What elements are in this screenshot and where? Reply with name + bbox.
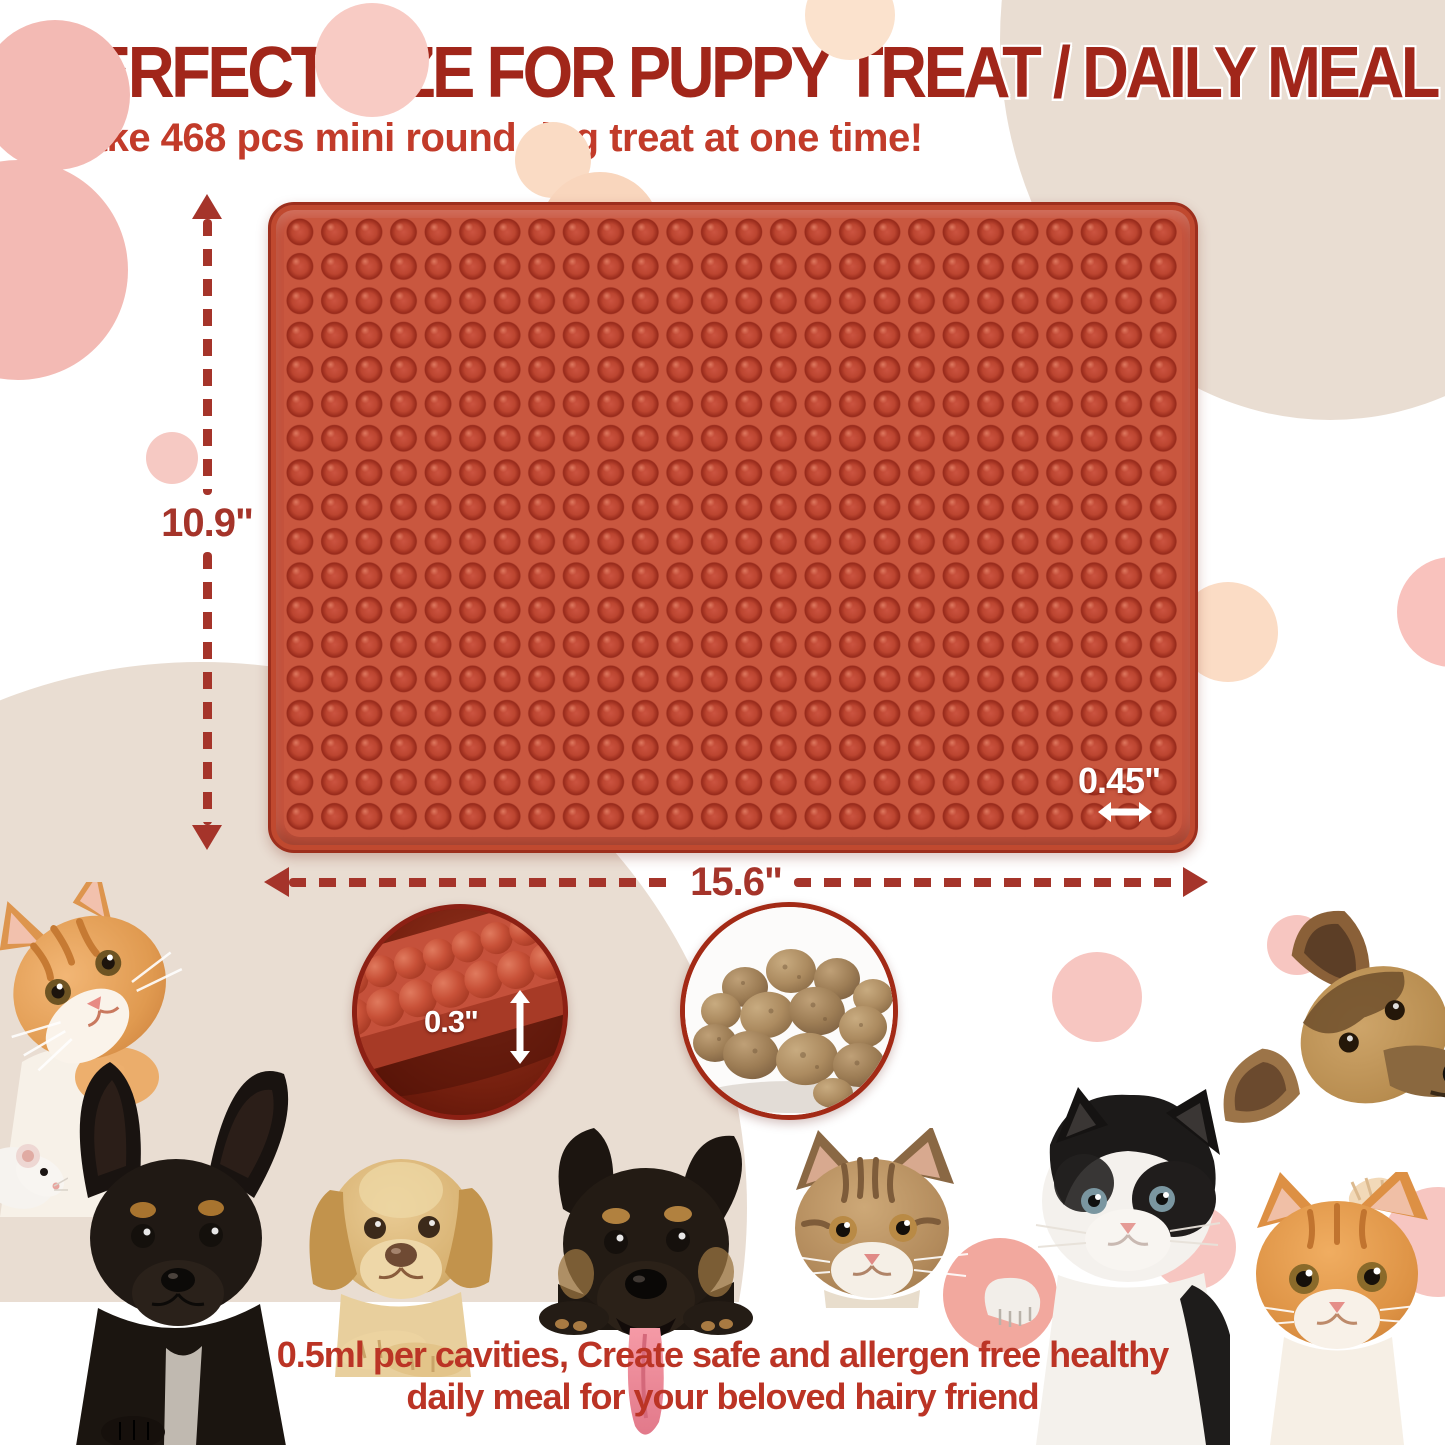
width-label: 15.6"	[690, 859, 783, 904]
pink-dot	[0, 160, 128, 380]
horizontal-double-arrow-icon	[1098, 802, 1152, 822]
arrow-down-icon	[192, 825, 222, 850]
dashed-line	[202, 219, 212, 495]
thickness-label: 0.3"	[424, 1004, 479, 1039]
kibble-illustration	[685, 907, 893, 1115]
tabby-kitten-photo	[768, 1126, 976, 1313]
pink-dot	[1397, 557, 1445, 667]
black-puppy-photo	[48, 1046, 320, 1445]
labrador-puppy-photo	[283, 1132, 518, 1382]
pink-dot	[315, 3, 429, 117]
black-white-kitten-photo	[978, 1083, 1230, 1445]
height-dimension: 10.9"	[161, 194, 254, 850]
kibble-speckles	[717, 964, 863, 1069]
dashed-line	[793, 877, 1184, 887]
height-label: 10.9"	[161, 501, 254, 545]
silicone-mat-photo	[268, 202, 1198, 853]
page-title: PERFECT SIZE FOR PUPPY TREAT / DAILY MEA…	[48, 31, 1441, 113]
footer-line-1: 0.5ml per cavities, Create safe and alle…	[276, 1334, 1169, 1375]
white-rat-photo	[0, 1116, 69, 1216]
footer-line-2: daily meal for your beloved hairy friend	[406, 1376, 1039, 1418]
pink-dot	[0, 20, 130, 170]
pink-dot	[146, 432, 198, 484]
bump-row-front	[357, 941, 563, 1036]
mat-bumps	[284, 218, 1182, 837]
pink-dot	[1052, 952, 1142, 1042]
page-subtitle: Make 468 pcs mini round dog treat at one…	[52, 116, 923, 160]
cavity-size-label: 0.45"	[1078, 760, 1161, 801]
shepherd-dog-photo	[1222, 908, 1445, 1188]
kibble-inset	[680, 902, 898, 1120]
shepherd-puppy-photo	[518, 1112, 776, 1445]
arrow-left-icon	[264, 867, 289, 897]
width-dimension: 15.6"	[264, 859, 1209, 904]
orange-kitten-br-photo	[1232, 1164, 1445, 1445]
arrow-right-icon	[1183, 867, 1209, 897]
dashed-line	[289, 877, 679, 887]
dashed-line	[202, 552, 212, 825]
arrow-up-icon	[192, 194, 222, 219]
vertical-double-arrow-icon	[510, 990, 530, 1064]
footer-text: 0.5ml per cavities, Create safe and alle…	[0, 1334, 1445, 1419]
